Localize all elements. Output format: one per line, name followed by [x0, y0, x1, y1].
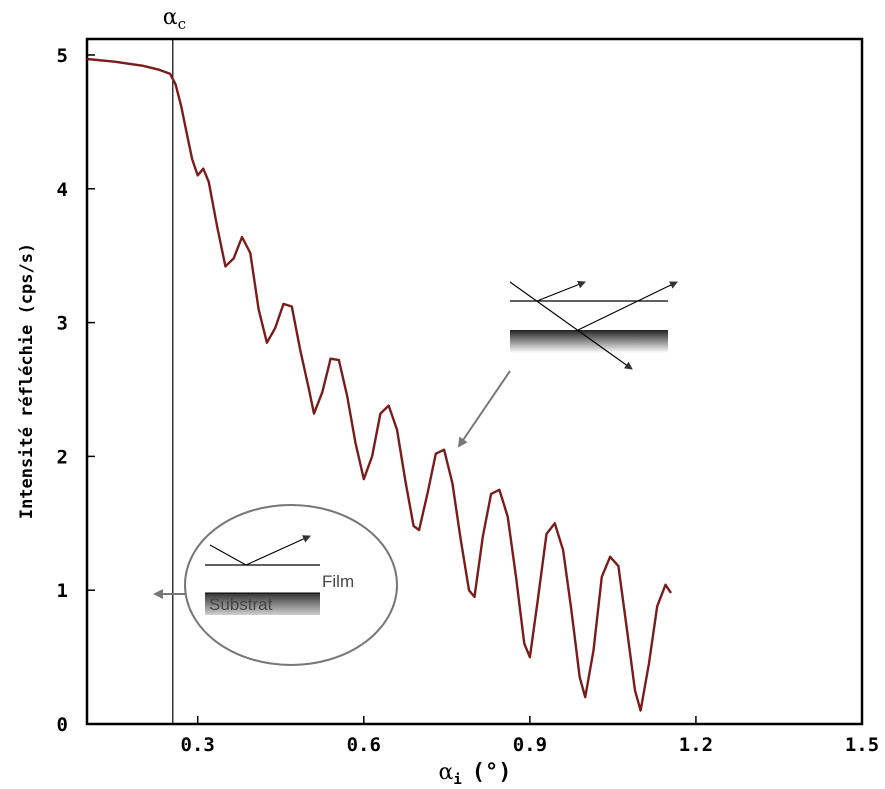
x-axis-title: αi (°) — [438, 760, 511, 788]
x-axis-ticks: 0.3 0.6 0.9 1.2 1.5 — [181, 716, 879, 756]
pointer-arrow-right — [457, 370, 511, 448]
critical-angle-subscript: c — [178, 15, 186, 33]
y-axis-ticks: 0 1 2 3 4 5 — [57, 45, 95, 736]
y-tick-label: 0 — [57, 714, 68, 736]
reflection-diagram-left: Film Substrat — [153, 504, 398, 666]
reflectivity-curve — [86, 57, 672, 712]
x-axis-title-unit: (°) — [472, 760, 512, 785]
y-tick-label: 4 — [57, 179, 68, 201]
plot-frame — [85, 37, 864, 726]
y-axis-title: Intensité réfléchie (cps/s) — [17, 243, 37, 519]
x-tick-label: 1.2 — [679, 734, 713, 756]
critical-angle-alpha: α — [163, 5, 178, 30]
reflection-diagram-right — [457, 280, 678, 448]
x-tick-label: 0.3 — [181, 734, 215, 756]
film-label: Film — [322, 572, 354, 591]
substrate-label: Substrat — [209, 595, 273, 614]
x-tick-label: 1.5 — [845, 734, 879, 756]
x-tick-label: 0.6 — [347, 734, 381, 756]
y-tick-label: 2 — [57, 446, 68, 468]
x-tick-label: 0.9 — [513, 734, 547, 756]
y-tick-label: 3 — [57, 313, 68, 335]
critical-angle-label: αc — [163, 5, 186, 33]
x-axis-title-subscript: i — [453, 772, 461, 788]
y-tick-label: 5 — [57, 45, 68, 67]
x-axis-title-alpha: α — [438, 760, 453, 785]
y-tick-label: 1 — [57, 580, 68, 602]
